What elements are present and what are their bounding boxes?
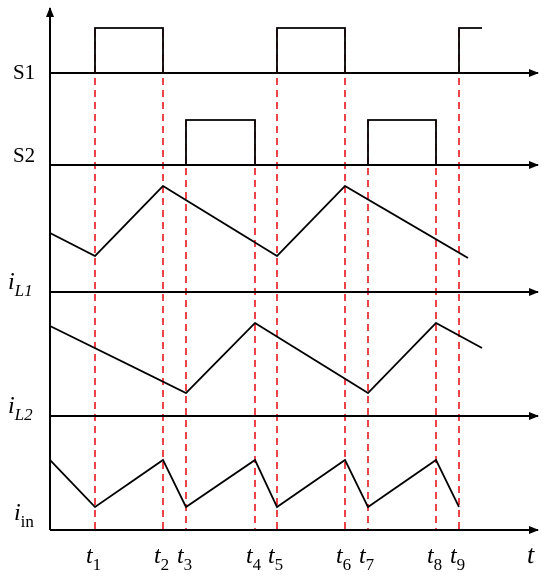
iin-label-sub: in <box>21 512 35 531</box>
s1-pulse-train <box>50 27 482 74</box>
time-mark-t5: t5 <box>268 543 283 574</box>
time-mark-main: t <box>427 543 435 569</box>
time-mark-sub: 6 <box>343 555 352 574</box>
time-mark-t8: t8 <box>427 543 442 574</box>
time-mark-main: t <box>359 543 367 569</box>
s1-label: S1 <box>13 60 35 84</box>
waveforms <box>49 27 538 509</box>
time-mark-main: t <box>154 543 162 569</box>
time-mark-t9: t9 <box>450 543 465 574</box>
time-mark-sub: 5 <box>275 555 284 574</box>
time-mark-t4: t4 <box>246 543 262 574</box>
iin-waveform <box>49 458 460 509</box>
time-mark-sub: 4 <box>253 555 262 574</box>
time-mark-sub: 1 <box>93 555 102 574</box>
time-mark-t2: t2 <box>154 543 169 574</box>
row-labels: S1 S2 iL1 iL2 iin <box>8 60 35 531</box>
time-mark-main: t <box>336 543 344 569</box>
iin-label: iin <box>14 500 34 531</box>
il2-label-main: i <box>8 393 15 419</box>
s2-label: S2 <box>13 143 35 167</box>
time-mark-main: t <box>246 543 254 569</box>
guide-lines <box>94 30 460 530</box>
il1-label: iL1 <box>8 269 33 300</box>
time-mark-t7: t7 <box>359 543 375 574</box>
time-mark-main: t <box>450 543 458 569</box>
il2-label: iL2 <box>8 393 33 424</box>
time-mark-sub: 3 <box>184 555 193 574</box>
iin-label-main: i <box>14 500 21 526</box>
time-mark-sub: 9 <box>457 555 466 574</box>
time-labels: t1 t2 t3 t4 t5 t6 t7 t8 t9 <box>86 543 465 574</box>
il1-label-sub: L1 <box>14 281 33 300</box>
time-mark-t1: t1 <box>86 543 101 574</box>
axes <box>46 7 539 534</box>
il2-waveform <box>49 321 483 395</box>
time-mark-sub: 2 <box>161 555 170 574</box>
il1-waveform <box>49 184 469 259</box>
time-axis-label: t <box>527 540 535 569</box>
time-mark-t3: t3 <box>177 543 192 574</box>
s2-pulse-train <box>50 119 538 166</box>
time-mark-sub: 7 <box>366 555 375 574</box>
time-mark-main: t <box>86 543 94 569</box>
time-mark-main: t <box>268 543 276 569</box>
time-mark-t6: t6 <box>336 543 351 574</box>
time-mark-sub: 8 <box>434 555 443 574</box>
il1-label-main: i <box>8 269 15 295</box>
time-mark-main: t <box>177 543 185 569</box>
il2-label-sub: L2 <box>14 405 33 424</box>
